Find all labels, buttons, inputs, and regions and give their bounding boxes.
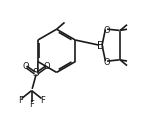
Text: F: F xyxy=(29,99,34,108)
Text: O: O xyxy=(23,62,29,70)
Text: S: S xyxy=(33,68,39,78)
Text: F: F xyxy=(40,95,45,104)
Text: O: O xyxy=(43,62,50,70)
Text: O: O xyxy=(103,57,110,66)
Text: B: B xyxy=(97,41,104,51)
Text: O: O xyxy=(103,26,110,34)
Text: F: F xyxy=(18,95,23,104)
